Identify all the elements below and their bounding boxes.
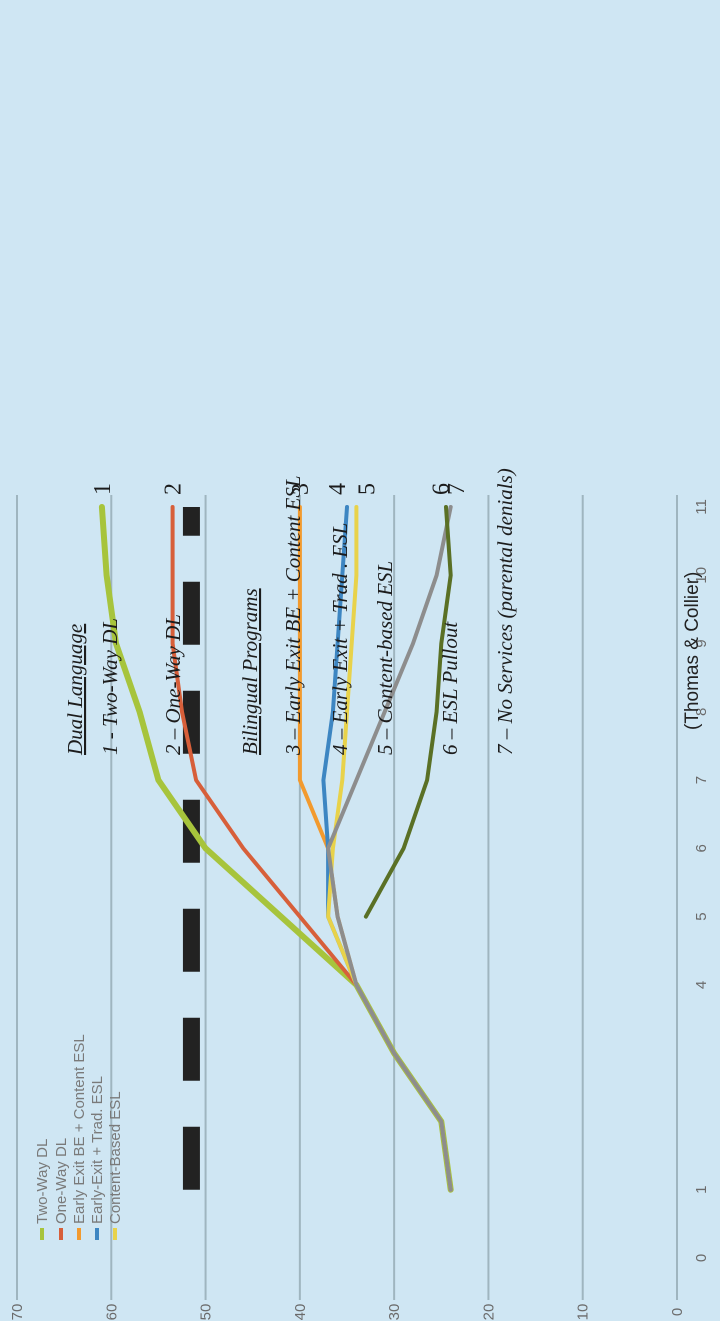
annotation-item: 2 – One-Way DL bbox=[161, 614, 185, 755]
legend-label: Two-Way DL bbox=[34, 1139, 51, 1224]
y-tick-label: 60 bbox=[103, 1304, 120, 1321]
x-tick-label: 10 bbox=[693, 567, 710, 584]
legend-swatch bbox=[95, 1228, 99, 1240]
series-end-label: 2 bbox=[161, 483, 187, 495]
dual-language-heading: Dual Language bbox=[63, 624, 87, 756]
annotation-item: 1 - Two-Way DL bbox=[98, 618, 122, 755]
bilingual-programs-heading: Bilingual Programs bbox=[238, 588, 262, 755]
legend-label: Early Exit BE + Content ESL bbox=[71, 1034, 88, 1224]
legend: Two-Way DL One-Way DL Early Exit BE + Co… bbox=[34, 1034, 124, 1240]
legend-label: Content-Based ESL bbox=[107, 1091, 124, 1224]
x-tick-labels: 0 1 4 5 6 7 8 9 10 11 bbox=[693, 499, 710, 1262]
legend-label: Early-Exit + Trad. ESL bbox=[89, 1076, 106, 1224]
x-tick-label: 6 bbox=[693, 844, 710, 852]
annotation-item: 4 – Early Exit + Trad . ESL bbox=[328, 523, 352, 755]
source-credit: (Thomas & Collier) bbox=[682, 572, 703, 730]
x-tick-label: 0 bbox=[693, 1254, 710, 1262]
series-end-label: 4 bbox=[325, 483, 351, 495]
x-tick-label: 7 bbox=[693, 776, 710, 784]
y-tick-label: 70 bbox=[9, 1304, 26, 1321]
legend-label: One-Way DL bbox=[53, 1138, 70, 1224]
y-tick-label: 30 bbox=[386, 1304, 403, 1321]
x-tick-label: 1 bbox=[693, 1186, 710, 1194]
legend-swatch bbox=[113, 1228, 117, 1240]
x-tick-label: 11 bbox=[693, 499, 710, 515]
annotation-item: 3 – Early Exit BE + Content ESL bbox=[281, 475, 305, 756]
y-tick-labels: 0 10 20 30 40 50 60 70 bbox=[9, 1304, 686, 1321]
series-end-label: 1 bbox=[90, 483, 116, 495]
y-tick-label: 50 bbox=[198, 1304, 215, 1321]
series-line bbox=[98, 504, 454, 1193]
legend-swatch bbox=[77, 1228, 81, 1240]
series-end-label: 3 bbox=[288, 483, 314, 495]
x-tick-label: 4 bbox=[693, 981, 710, 989]
program-annotations: Dual Language 1 - Two-Way DL 2 – One-Way… bbox=[63, 468, 517, 756]
y-tick-label: 20 bbox=[480, 1304, 497, 1321]
legend-item: Early-Exit + Trad. ESL bbox=[89, 1076, 106, 1240]
y-tick-label: 0 bbox=[669, 1308, 686, 1316]
series-end-label: 5 bbox=[354, 483, 380, 495]
legend-item: One-Way DL bbox=[53, 1138, 70, 1240]
series-line bbox=[363, 505, 453, 919]
legend-swatch bbox=[59, 1228, 63, 1240]
series-end-label: 6 bbox=[429, 483, 455, 495]
series-end-labels: 1 2 3 4 5 67 bbox=[90, 483, 470, 495]
x-tick-label: 8 bbox=[693, 708, 710, 716]
x-tick-label: 9 bbox=[693, 639, 710, 647]
series-line bbox=[170, 505, 453, 1192]
series-end-label: 7 bbox=[444, 483, 470, 495]
legend-item: Two-Way DL bbox=[34, 1139, 51, 1240]
annotation-item: 5 – Content-based ESL bbox=[373, 561, 397, 755]
legend-item: Content-Based ESL bbox=[107, 1091, 124, 1240]
legend-item: Early Exit BE + Content ESL bbox=[71, 1034, 88, 1240]
series-line bbox=[326, 505, 453, 1192]
x-tick-label: 5 bbox=[693, 912, 710, 920]
series-lines bbox=[98, 504, 454, 1193]
y-tick-label: 40 bbox=[292, 1304, 309, 1321]
legend-swatch bbox=[40, 1228, 44, 1240]
annotation-item: 7 – No Services (parental denials) bbox=[493, 468, 517, 755]
y-tick-label: 10 bbox=[575, 1304, 592, 1321]
annotation-item: 6 – ESL Pullout bbox=[438, 621, 462, 755]
